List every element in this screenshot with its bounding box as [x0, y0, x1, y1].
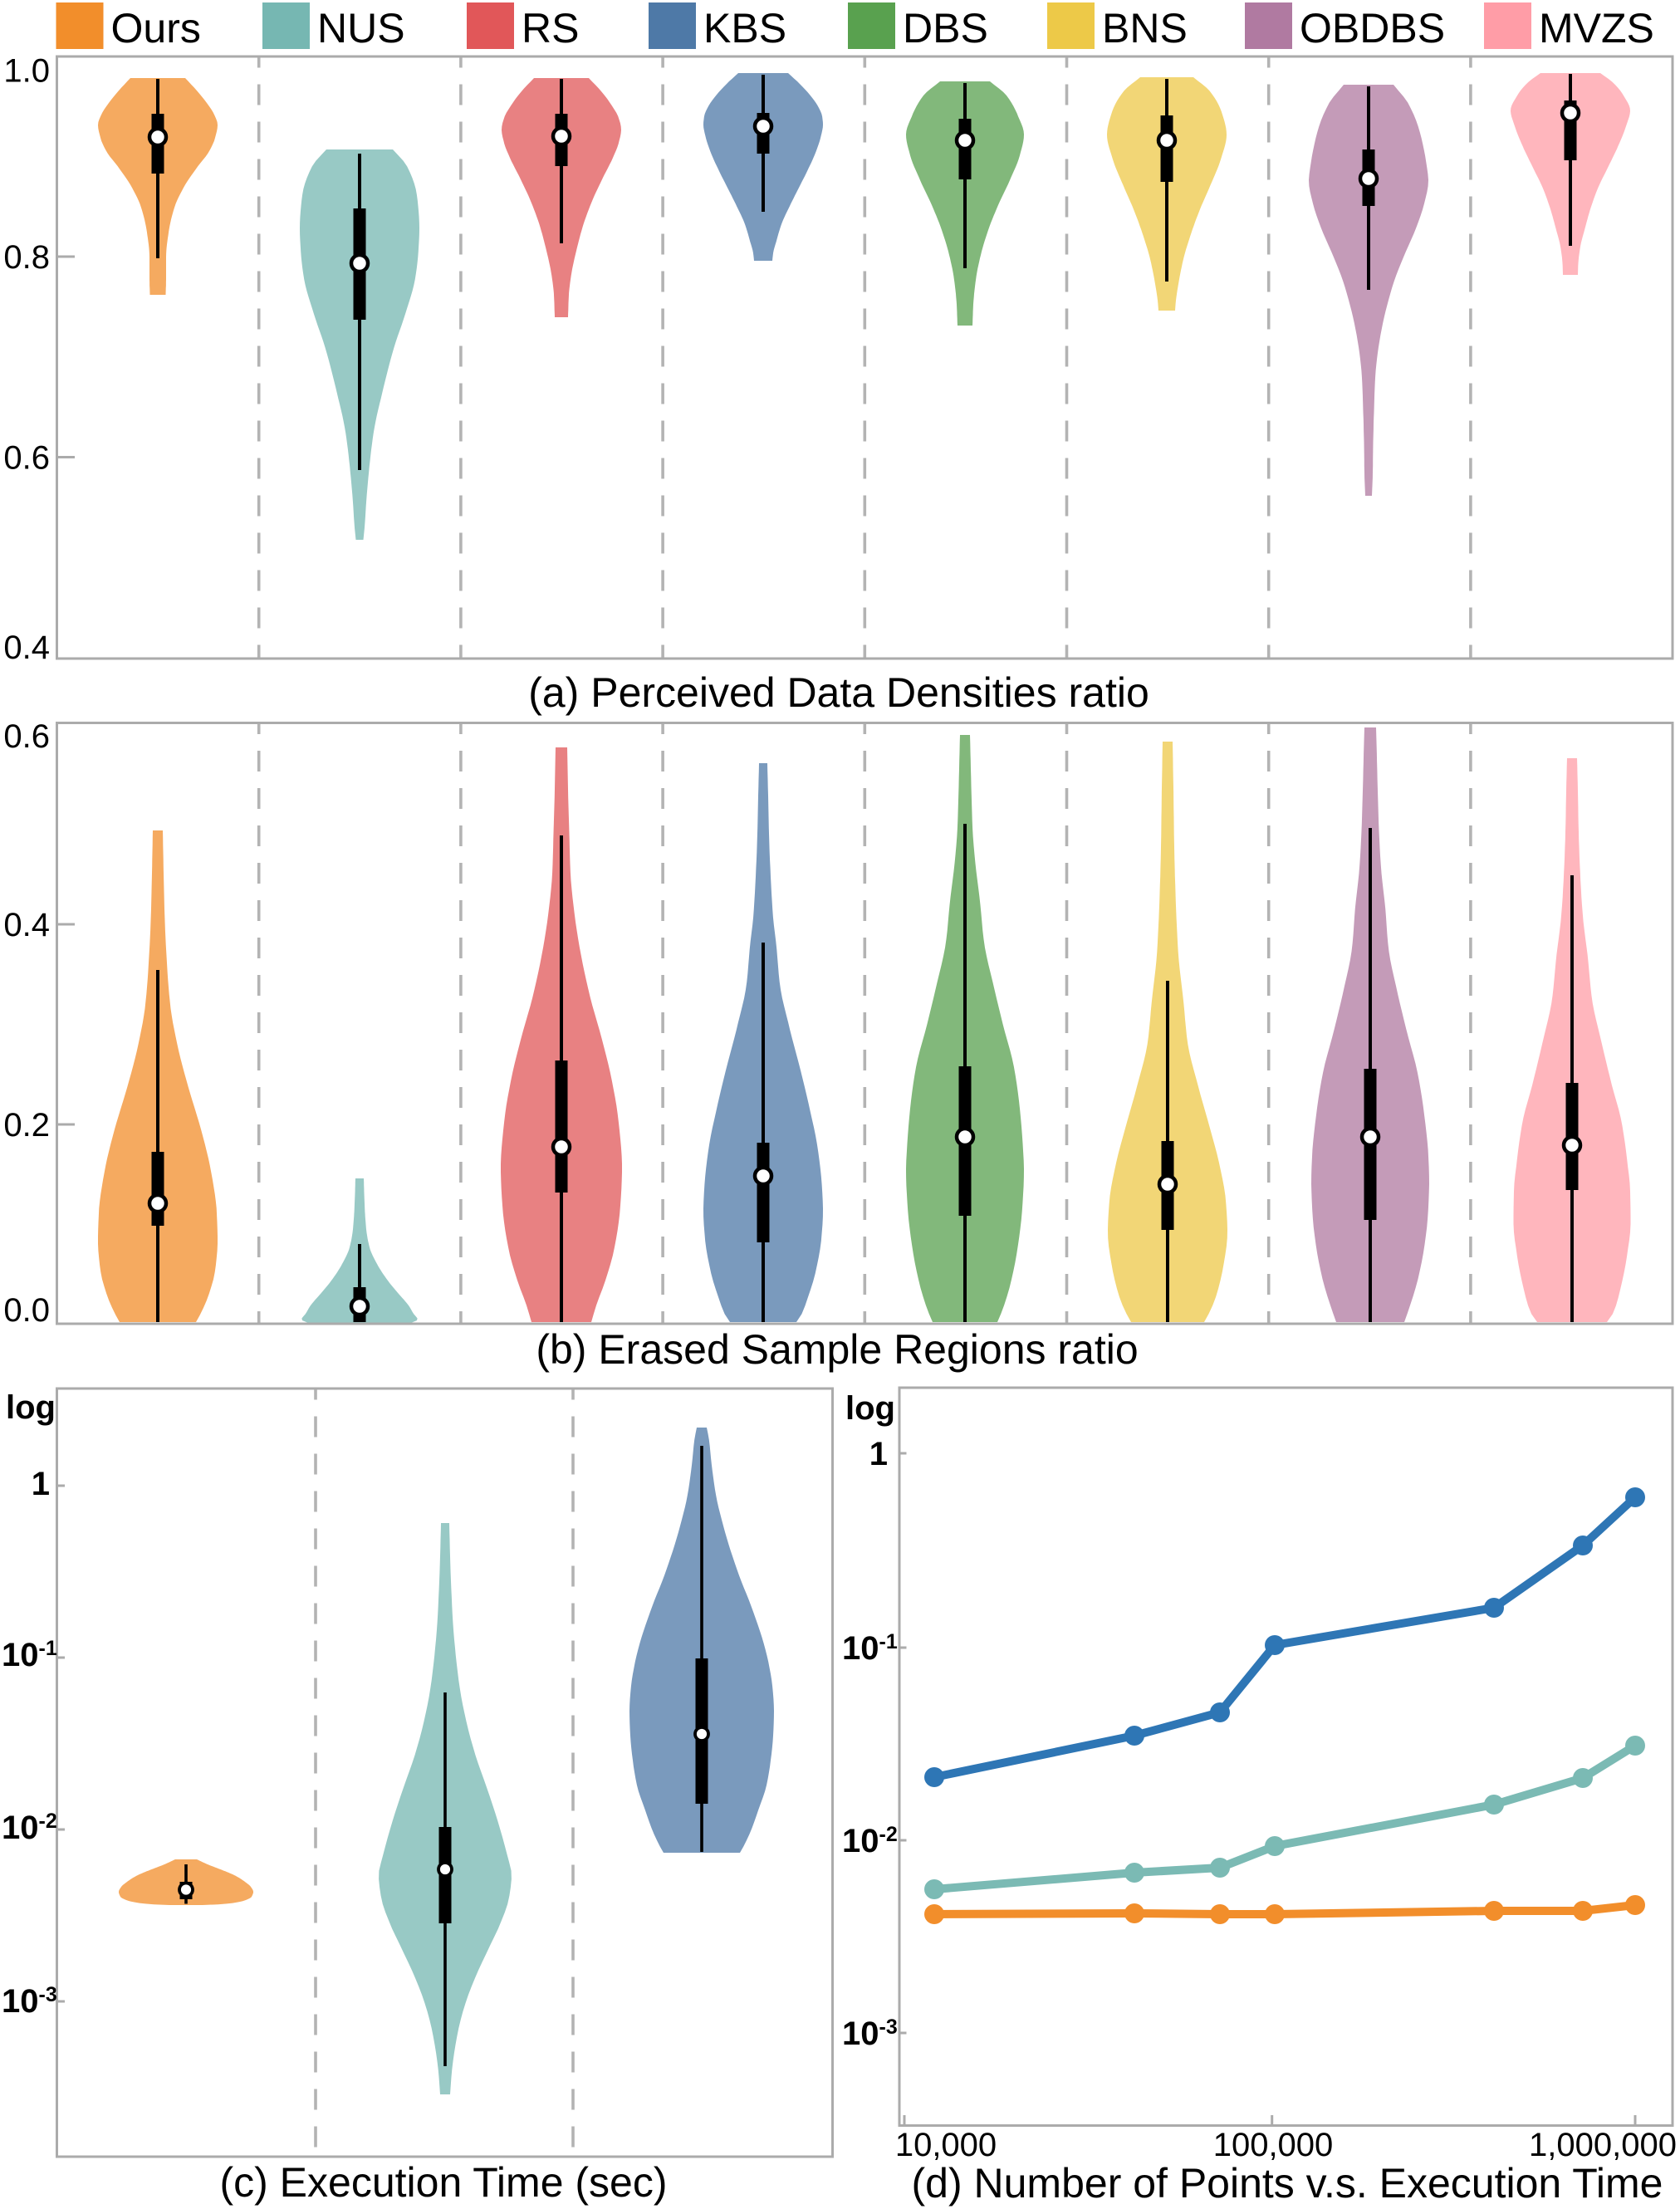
svg-text:Ours: Ours [111, 5, 201, 51]
svg-text:0.4: 0.4 [3, 629, 50, 666]
svg-text:1: 1 [869, 1436, 888, 1472]
svg-text:log: log [845, 1390, 895, 1427]
svg-text:1: 1 [32, 1466, 50, 1502]
svg-text:MVZS: MVZS [1539, 5, 1654, 51]
svg-text:10-3: 10-3 [2, 1983, 57, 2020]
svg-text:RS: RS [522, 5, 579, 51]
svg-text:log: log [6, 1389, 56, 1426]
svg-text:KBS: KBS [703, 5, 786, 51]
svg-text:10,000: 10,000 [895, 2127, 997, 2163]
svg-text:0.8: 0.8 [3, 239, 50, 276]
svg-text:(b) Erased Sample Regions rati: (b) Erased Sample Regions ratio [536, 1326, 1138, 1373]
svg-text:100,000: 100,000 [1213, 2127, 1334, 2163]
svg-text:NUS: NUS [317, 5, 405, 51]
svg-text:(d) Number of Points v.s. Exec: (d) Number of Points v.s. Execution Time [912, 2160, 1663, 2207]
svg-text:1,000,000: 1,000,000 [1529, 2127, 1677, 2163]
svg-text:BNS: BNS [1102, 5, 1188, 51]
svg-text:10-1: 10-1 [2, 1637, 57, 1673]
svg-text:1.0: 1.0 [3, 53, 50, 90]
svg-text:(c) Execution Time (sec): (c) Execution Time (sec) [219, 2159, 667, 2206]
svg-text:(a) Perceived Data Densities r: (a) Perceived Data Densities ratio [528, 669, 1149, 716]
svg-text:0.6: 0.6 [3, 718, 50, 755]
svg-text:0.4: 0.4 [3, 907, 50, 943]
svg-text:0.6: 0.6 [3, 440, 50, 477]
svg-text:OBDBS: OBDBS [1300, 5, 1445, 51]
svg-text:0.2: 0.2 [3, 1107, 50, 1144]
svg-text:0.0: 0.0 [3, 1292, 50, 1329]
svg-text:DBS: DBS [903, 5, 988, 51]
